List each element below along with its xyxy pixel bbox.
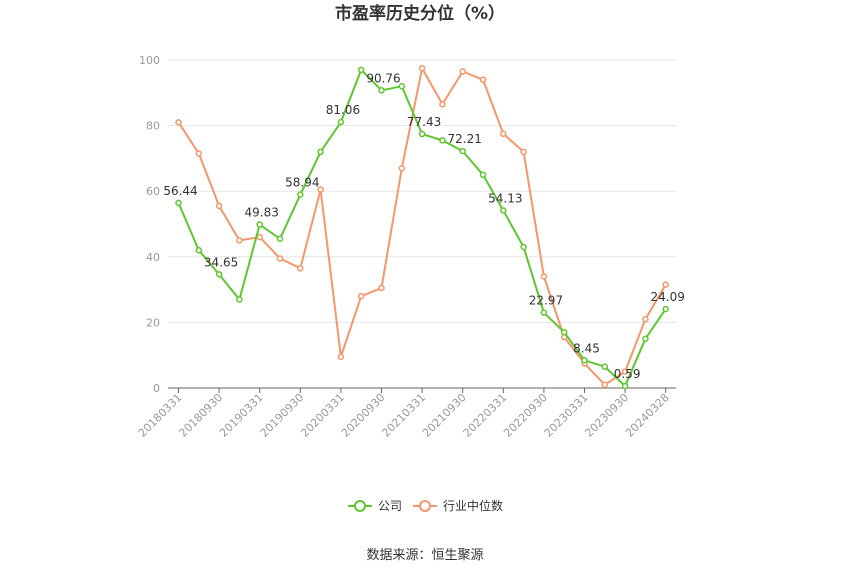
data-point xyxy=(215,202,223,210)
legend-label: 公司 xyxy=(378,499,402,513)
data-point xyxy=(297,191,304,198)
series-industry-median xyxy=(175,64,669,388)
data-point xyxy=(662,305,669,313)
data-point xyxy=(642,315,649,323)
data-point xyxy=(479,171,487,179)
data-point xyxy=(418,64,426,72)
legend[interactable]: 公司 行业中位数 xyxy=(348,498,503,513)
data-label: 24.09 xyxy=(651,290,685,304)
data-point xyxy=(621,382,629,390)
data-point xyxy=(236,237,243,244)
data-point xyxy=(520,243,527,251)
data-point xyxy=(378,87,385,94)
data-point xyxy=(581,357,588,364)
data-labels: 56.44 34.65 49.83 58.94 81.06 90.76 77.43 72.21… xyxy=(163,71,685,381)
data-point xyxy=(378,284,385,292)
legend-item-industry-median[interactable]: 行业中位数 xyxy=(413,498,503,513)
data-point xyxy=(236,296,243,303)
data-point xyxy=(418,130,426,138)
data-point xyxy=(601,381,609,388)
data-point xyxy=(601,363,609,370)
data-source: 数据来源：恒生聚源 xyxy=(366,548,483,563)
data-label: 49.83 xyxy=(245,206,279,220)
data-label: 0.59 xyxy=(614,367,641,381)
data-point xyxy=(439,137,446,144)
series-company xyxy=(175,66,669,390)
x-tick-label: 20240328 xyxy=(623,391,672,440)
data-point xyxy=(560,328,568,336)
data-point xyxy=(500,207,507,214)
data-label: 77.43 xyxy=(407,115,441,129)
data-point xyxy=(540,273,548,280)
legend-item-company[interactable]: 公司 xyxy=(348,499,402,513)
data-label: 81.06 xyxy=(326,103,360,117)
data-point xyxy=(621,368,629,375)
data-point xyxy=(459,147,466,155)
data-point xyxy=(357,292,365,300)
data-point xyxy=(317,148,324,156)
data-label: 54.13 xyxy=(488,191,522,205)
y-tick-label: 40 xyxy=(146,251,160,264)
data-label: 72.21 xyxy=(448,132,482,146)
data-point xyxy=(459,68,466,75)
data-point xyxy=(662,281,669,288)
data-point xyxy=(642,335,649,343)
data-point xyxy=(398,164,406,172)
data-point xyxy=(540,309,548,316)
legend-marker xyxy=(354,500,366,512)
legend-label: 行业中位数 xyxy=(443,498,503,513)
data-label: 8.45 xyxy=(573,341,600,355)
data-point xyxy=(256,233,263,241)
data-point xyxy=(276,235,284,243)
data-point xyxy=(337,118,345,126)
data-point xyxy=(256,221,263,228)
data-point xyxy=(357,66,365,74)
grid-lines xyxy=(168,59,676,323)
data-point xyxy=(195,150,203,157)
data-point xyxy=(500,130,507,138)
data-label: 34.65 xyxy=(204,255,238,269)
data-label: 22.97 xyxy=(529,294,563,308)
data-label: 56.44 xyxy=(163,184,197,198)
y-tick-label: 80 xyxy=(146,120,160,133)
data-point xyxy=(175,119,182,126)
y-axis: 0 20 40 60 80 100 xyxy=(139,54,160,395)
data-point xyxy=(297,265,304,272)
legend-marker xyxy=(419,500,431,512)
data-point xyxy=(195,246,203,254)
data-point xyxy=(479,76,487,83)
x-axis: 2018033120180930201903312019093020200331… xyxy=(136,388,672,440)
data-point xyxy=(276,255,284,262)
series-group xyxy=(175,64,669,390)
y-tick-label: 20 xyxy=(146,316,160,329)
data-point xyxy=(398,82,406,90)
data-point xyxy=(439,101,446,108)
data-label: 90.76 xyxy=(366,71,400,85)
data-label: 58.94 xyxy=(285,176,319,190)
data-point xyxy=(175,199,182,207)
y-tick-label: 60 xyxy=(146,185,160,198)
chart-title: 市盈率历史分位（%） xyxy=(335,3,505,24)
y-tick-label: 0 xyxy=(153,382,160,395)
data-point xyxy=(520,148,527,156)
y-tick-label: 100 xyxy=(139,54,160,67)
data-point xyxy=(337,353,345,361)
data-point xyxy=(215,271,223,278)
data-point xyxy=(317,186,324,193)
